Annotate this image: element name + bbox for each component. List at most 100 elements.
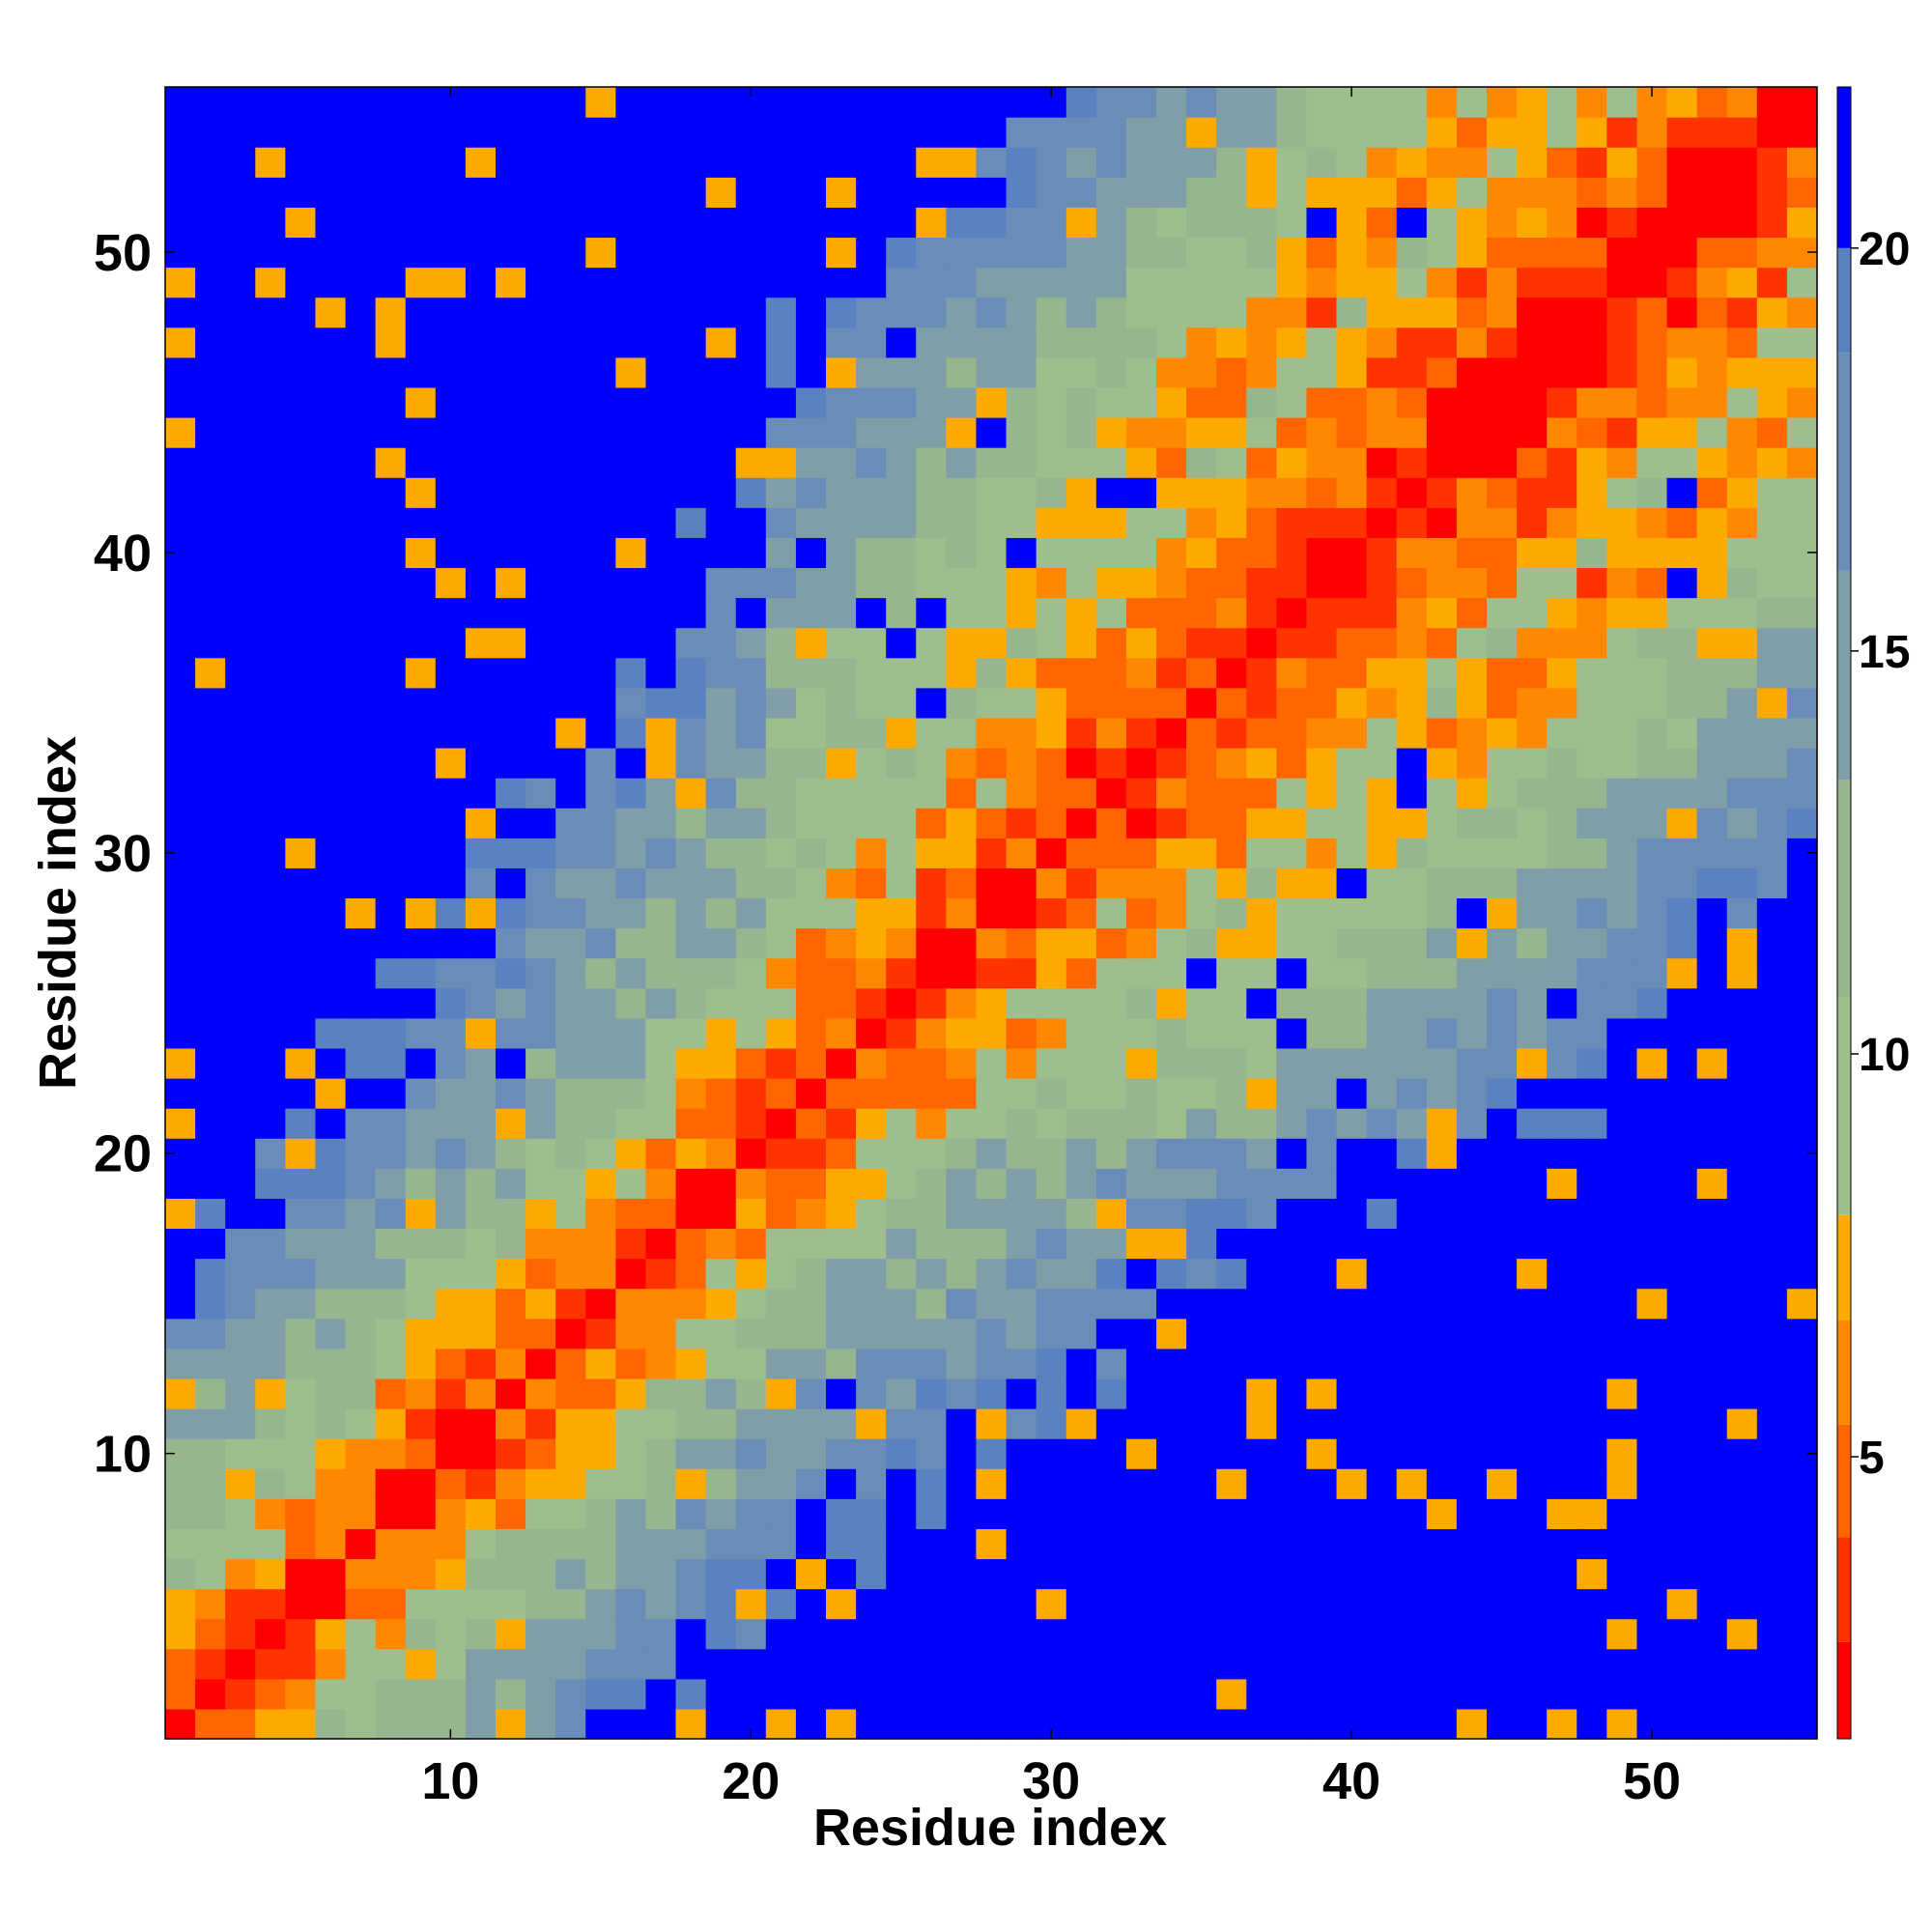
heatmap-cell	[1487, 1378, 1518, 1409]
heatmap-cell	[405, 1468, 437, 1499]
heatmap-cell	[1487, 687, 1518, 719]
heatmap-cell	[856, 537, 887, 569]
heatmap-cell	[1666, 1108, 1698, 1139]
heatmap-cell	[1456, 627, 1488, 659]
heatmap-cell	[856, 1047, 887, 1079]
heatmap-cell	[1426, 597, 1458, 629]
heatmap-cell	[795, 537, 827, 569]
heatmap-cell	[1336, 1047, 1368, 1079]
heatmap-cell	[1366, 1258, 1398, 1290]
heatmap-cell	[705, 417, 737, 448]
heatmap-cell	[1487, 1318, 1518, 1350]
heatmap-cell	[1366, 1017, 1398, 1049]
heatmap-cell	[645, 1468, 677, 1499]
heatmap-cell	[1336, 1528, 1368, 1560]
heatmap-cell	[496, 1558, 526, 1590]
heatmap-cell	[435, 1258, 467, 1290]
heatmap-cell	[856, 417, 887, 448]
heatmap-cell	[405, 1047, 437, 1079]
heatmap-cell	[1125, 1047, 1157, 1079]
heatmap-cell	[886, 447, 917, 478]
heatmap-cell	[1456, 987, 1488, 1019]
heatmap-cell	[1366, 1528, 1398, 1560]
heatmap-cell	[1577, 117, 1607, 148]
heatmap-cell	[435, 1108, 467, 1139]
heatmap-cell	[946, 267, 978, 298]
heatmap-cell	[1726, 386, 1758, 418]
heatmap-cell	[1577, 1648, 1607, 1680]
heatmap-cell	[465, 207, 497, 239]
heatmap-cell	[615, 1288, 647, 1320]
heatmap-cell	[1517, 1678, 1548, 1710]
heatmap-cell	[1756, 1648, 1788, 1680]
heatmap-cell	[1606, 177, 1638, 208]
heatmap-cell	[1036, 1378, 1067, 1409]
heatmap-cell	[435, 1528, 467, 1560]
heatmap-cell	[1517, 417, 1548, 448]
heatmap-cell	[1036, 1258, 1067, 1290]
heatmap-cell	[1456, 477, 1488, 508]
heatmap-cell	[195, 1438, 226, 1469]
heatmap-cell	[735, 957, 767, 989]
heatmap-cell	[345, 687, 377, 719]
heatmap-cell	[1666, 1678, 1698, 1710]
heatmap-cell	[345, 867, 377, 899]
heatmap-cell	[1246, 1618, 1277, 1650]
heatmap-cell	[705, 537, 737, 569]
heatmap-cell	[1246, 1678, 1277, 1710]
heatmap-cell	[735, 177, 767, 208]
heatmap-cell	[195, 1708, 226, 1740]
heatmap-cell	[1125, 1378, 1157, 1409]
heatmap-cell	[1606, 597, 1638, 629]
heatmap-cell	[195, 1288, 226, 1320]
heatmap-cell	[345, 417, 377, 448]
heatmap-cell	[1487, 237, 1518, 269]
heatmap-cell	[1696, 597, 1728, 629]
heatmap-cell	[645, 1047, 677, 1079]
heatmap-cell	[1156, 1348, 1187, 1379]
heatmap-cell	[615, 117, 647, 148]
heatmap-cell	[555, 627, 586, 659]
heatmap-cell	[886, 687, 917, 719]
heatmap-cell	[1006, 1498, 1037, 1529]
heatmap-cell	[1366, 1047, 1398, 1079]
heatmap-cell	[795, 87, 827, 118]
heatmap-cell	[645, 657, 677, 689]
heatmap-cell	[585, 117, 616, 148]
heatmap-cell	[405, 1228, 437, 1260]
heatmap-cell	[1216, 1528, 1247, 1560]
heatmap-cell	[615, 177, 647, 208]
heatmap-cell	[1036, 417, 1067, 448]
heatmap-cell	[1577, 177, 1607, 208]
heatmap-cell	[705, 1468, 737, 1499]
heatmap-cell	[585, 808, 616, 838]
heatmap-cell	[1456, 1138, 1488, 1169]
heatmap-cell	[1006, 207, 1037, 239]
heatmap-cell	[345, 987, 377, 1019]
heatmap-cell	[1547, 1708, 1577, 1740]
heatmap-cell	[1547, 778, 1577, 809]
heatmap-cell	[1125, 507, 1157, 538]
heatmap-cell	[1666, 567, 1698, 599]
heatmap-cell	[1636, 1288, 1668, 1320]
heatmap-cell	[1786, 657, 1818, 689]
heatmap-cell	[1456, 1348, 1488, 1379]
heatmap-cell	[1726, 657, 1758, 689]
heatmap-cell	[1065, 1228, 1097, 1260]
heatmap-cell	[465, 627, 497, 659]
heatmap-cell	[1366, 957, 1398, 989]
heatmap-cell	[1456, 1047, 1488, 1079]
heatmap-cell	[1696, 417, 1728, 448]
heatmap-cell	[555, 1528, 586, 1560]
heatmap-cell	[1396, 1408, 1428, 1439]
heatmap-cell	[916, 1378, 947, 1409]
heatmap-cell	[916, 1017, 947, 1049]
heatmap-cell	[705, 1648, 737, 1680]
heatmap-cell	[435, 1468, 467, 1499]
heatmap-cell	[645, 1408, 677, 1439]
heatmap-cell	[1276, 1468, 1308, 1499]
heatmap-cell	[1036, 1408, 1067, 1439]
heatmap-cell	[1396, 657, 1428, 689]
heatmap-cell	[1246, 1288, 1277, 1320]
heatmap-cell	[916, 1648, 947, 1680]
